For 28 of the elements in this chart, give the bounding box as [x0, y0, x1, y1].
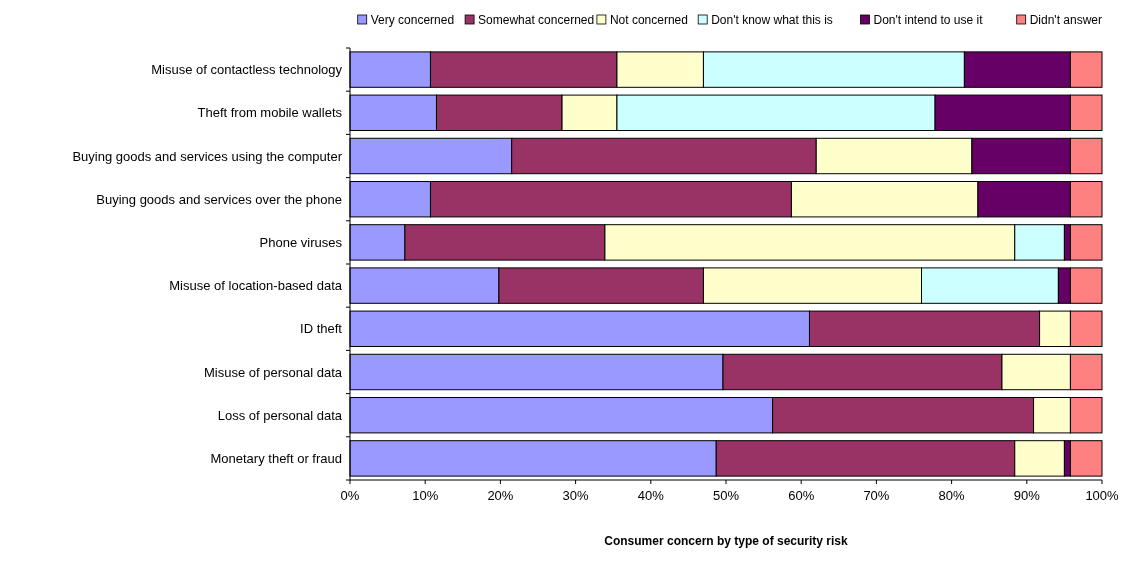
y-tick-label: Loss of personal data: [217, 407, 343, 423]
x-tick-label: 80%: [938, 488, 966, 503]
y-tick-label: ID theft: [300, 321, 343, 337]
y-tick-label: Misuse of contactless technology: [151, 62, 343, 78]
y-tick-label: Misuse of location-based data: [169, 278, 343, 294]
y-tick-label: Buying goods and services using the computer: [72, 148, 343, 164]
x-tick-label: 90%: [1013, 488, 1041, 503]
x-tick-label: 10%: [412, 488, 439, 503]
x-tick-label: 0%: [340, 488, 360, 503]
x-tick-label: 70%: [863, 488, 890, 503]
y-tick-label: Misuse of personal data: [203, 364, 343, 380]
x-tick-label: 40%: [637, 488, 665, 503]
legend-label: Somewhat concerned: [478, 13, 595, 27]
y-tick-label: Buying goods and services over the phone: [96, 191, 342, 207]
x-tick-label: 50%: [712, 488, 740, 503]
legend-label: Don't intend to use it: [873, 13, 984, 27]
legend-label: Don't know what this is: [711, 13, 833, 27]
text: Consumer concern by type of security risk: [604, 534, 849, 548]
legend-label: Very concerned: [370, 13, 455, 27]
legend-label: Didn't answer: [1029, 13, 1103, 27]
y-tick-label: Monetary theft or fraud: [210, 450, 342, 466]
x-tick-label: 30%: [562, 488, 590, 503]
legend-label: Not concerned: [609, 13, 688, 27]
x-tick-label: 60%: [788, 488, 815, 503]
y-tick-label: Theft from mobile wallets: [197, 105, 343, 121]
y-tick-label: Phone viruses: [259, 234, 343, 250]
x-tick-label: 100%: [1085, 488, 1120, 503]
x-tick-label: 20%: [487, 488, 514, 503]
